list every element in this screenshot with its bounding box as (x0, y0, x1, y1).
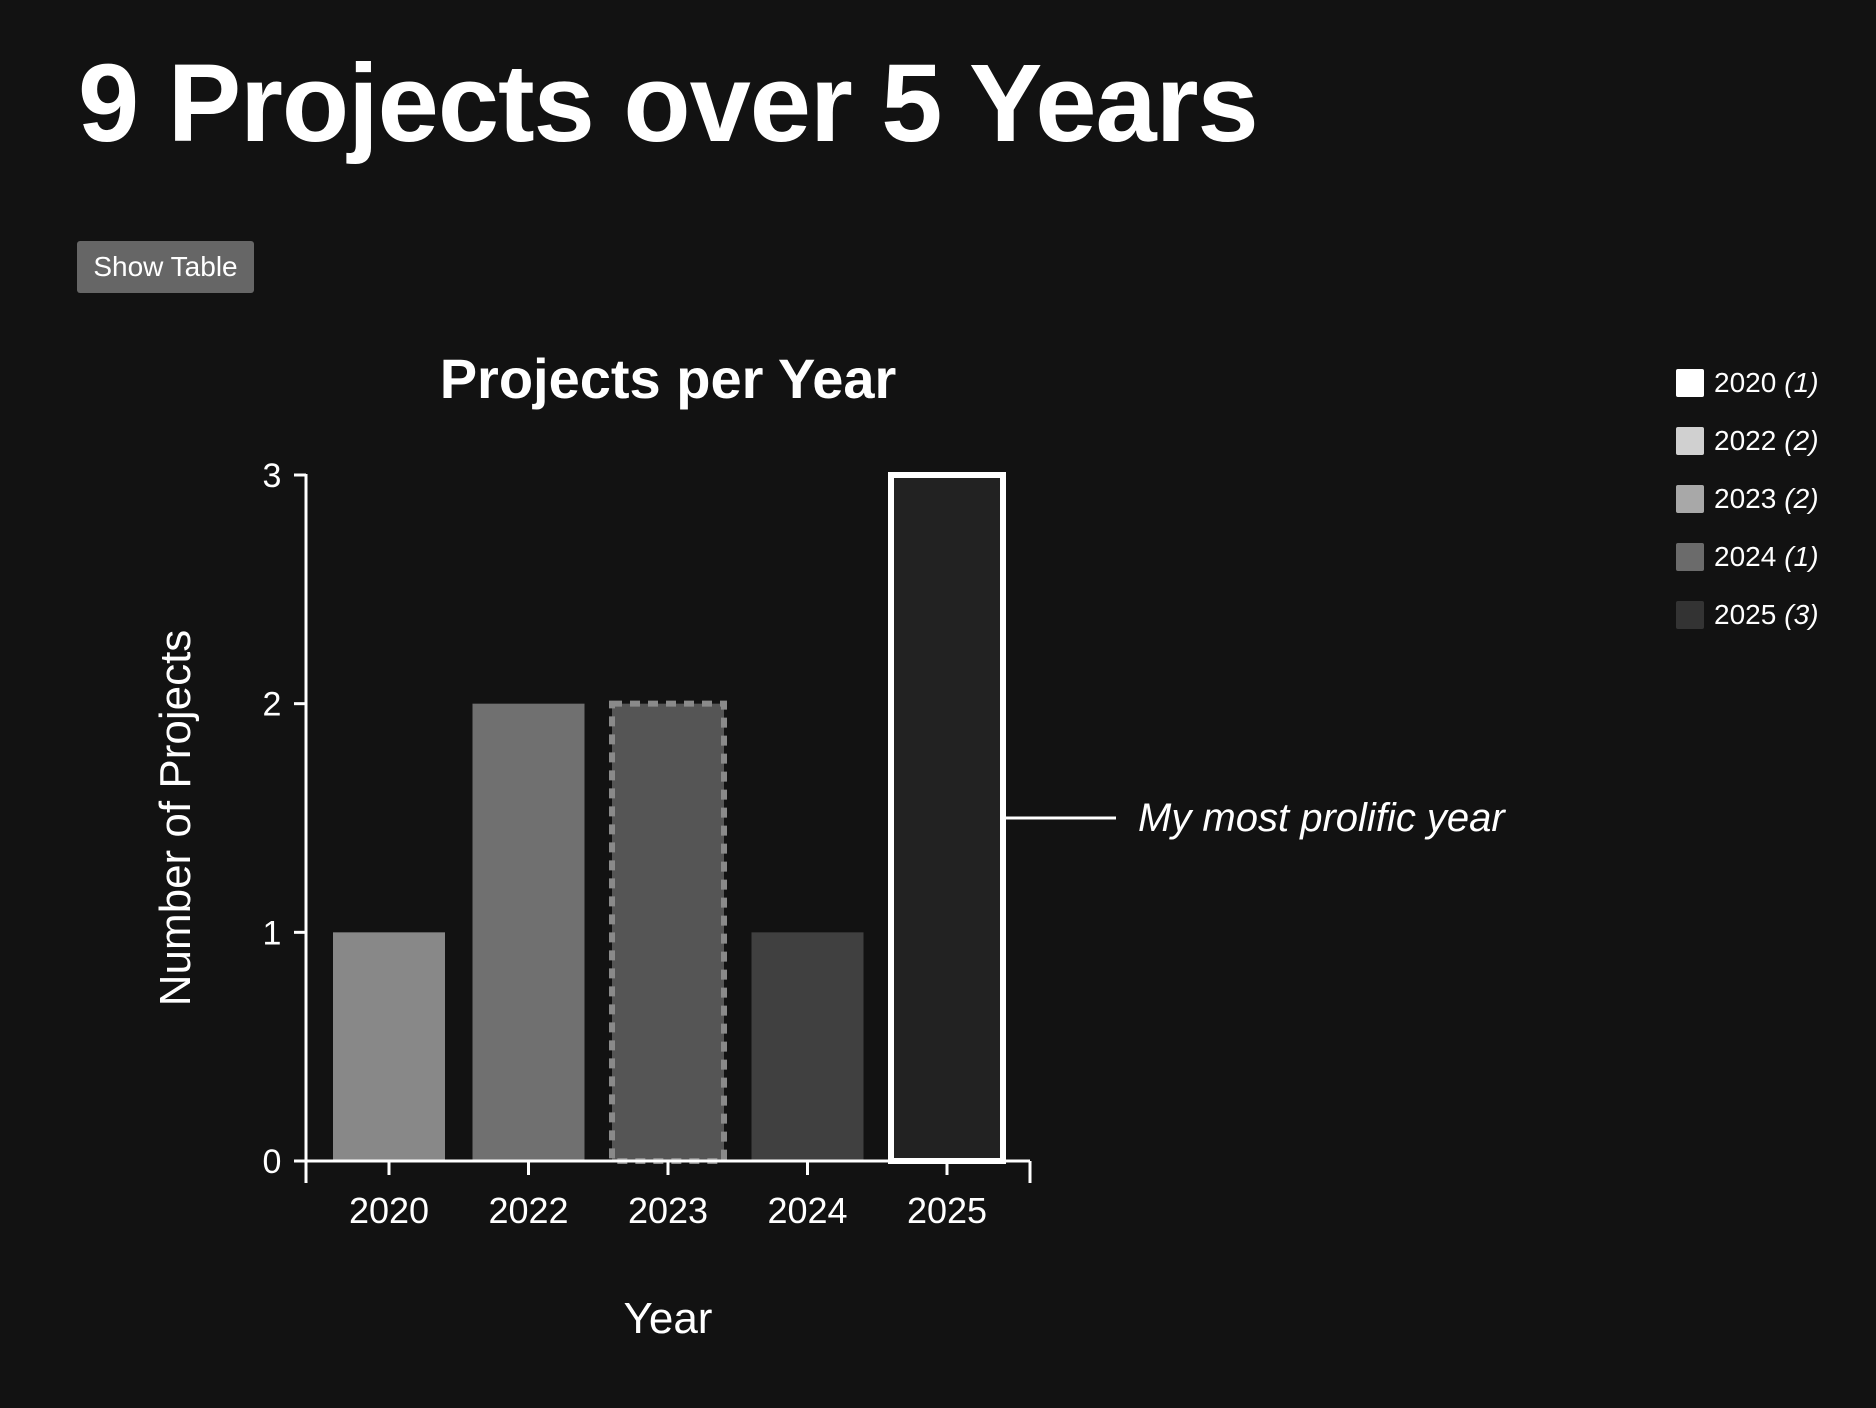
y-tick-label: 1 (263, 914, 282, 952)
legend-swatch (1676, 485, 1704, 513)
axes-layer: 0 1 2 3 2020 2022 2023 2024 2025 (263, 457, 1032, 1231)
annotation-text: My most prolific year (1138, 796, 1506, 840)
legend-swatch (1676, 543, 1704, 571)
legend-swatch (1676, 369, 1704, 397)
x-tick-label: 2024 (767, 1190, 847, 1231)
legend-item-2025: 2025 (3) (1676, 586, 1819, 644)
y-tick-label: 3 (263, 457, 282, 495)
annotation-layer: My most prolific year (1006, 796, 1506, 840)
legend-label: 2020 (1714, 367, 1777, 398)
legend-item-2022: 2022 (2) (1676, 412, 1819, 470)
x-axis-label: Year (624, 1294, 713, 1343)
legend-item-2024: 2024 (1) (1676, 528, 1819, 586)
legend-swatch (1676, 427, 1704, 455)
legend-item-2020: 2020 (1) (1676, 354, 1819, 412)
legend-count: (3) (1784, 599, 1819, 630)
bar-2025 (888, 472, 1006, 1164)
legend-label: 2025 (1714, 599, 1777, 630)
bar-2022 (472, 703, 585, 1161)
legend-label: 2023 (1714, 483, 1777, 514)
chart-title: Projects per Year (440, 347, 897, 410)
legend: 2020 (1) 2022 (2) 2023 (2) 2024 (1) 2025 (3) (1676, 354, 1819, 644)
x-tick-label: 2025 (907, 1190, 987, 1231)
show-table-button[interactable]: Show Table (77, 241, 254, 293)
x-tick-label: 2022 (488, 1190, 568, 1231)
legend-count: (2) (1784, 425, 1819, 456)
legend-label: 2024 (1714, 541, 1777, 572)
bars-layer (333, 472, 1006, 1165)
legend-label: 2022 (1714, 425, 1777, 456)
y-tick-label: 0 (263, 1143, 282, 1181)
bar-2024 (751, 932, 864, 1161)
bar-2023 (609, 700, 727, 1165)
y-axis-label: Number of Projects (151, 630, 200, 1007)
legend-count: (1) (1784, 367, 1819, 398)
bar-2020 (333, 932, 445, 1161)
legend-item-2023: 2023 (2) (1676, 470, 1819, 528)
x-tick-label: 2023 (628, 1190, 708, 1231)
y-tick-label: 2 (263, 686, 282, 724)
x-tick-label: 2020 (349, 1190, 429, 1231)
legend-swatch (1676, 601, 1704, 629)
legend-count: (2) (1784, 483, 1819, 514)
page-title: 9 Projects over 5 Years (78, 42, 1259, 165)
legend-count: (1) (1784, 541, 1819, 572)
